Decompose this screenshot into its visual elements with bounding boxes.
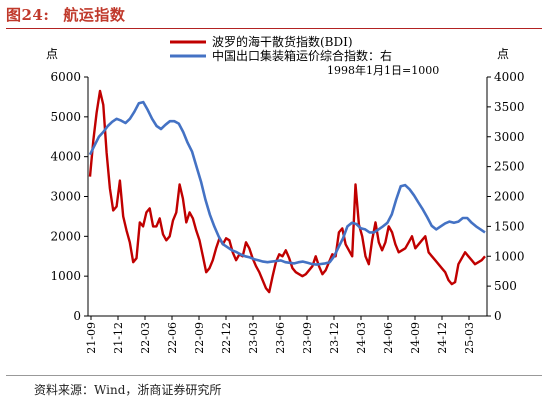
x-tick-label: 23-06	[274, 322, 287, 354]
right-tick-label: 1000	[494, 249, 525, 263]
left-tick-label: 5000	[50, 110, 81, 124]
x-tick-label: 22-09	[193, 322, 206, 354]
left-tick-label: 0	[73, 309, 81, 323]
legend-label-ccfi: 中国出口集装箱运价综合指数：右	[212, 48, 392, 63]
source-divider	[6, 375, 542, 376]
figure-title-text: 航运指数	[63, 6, 126, 24]
source-note: 资料来源：Wind，浙商证券研究所	[34, 383, 222, 397]
left-axis-unit: 点	[46, 47, 58, 61]
x-tick-label: 21-09	[85, 322, 98, 354]
x-tick-label: 24-03	[355, 322, 368, 354]
legend-note: 1998年1月1日=1000	[327, 63, 439, 77]
x-tick-label: 24-06	[382, 322, 395, 354]
right-tick-label: 3000	[494, 130, 525, 144]
x-tick-label: 22-06	[166, 322, 179, 354]
left-tick-label: 4000	[50, 150, 81, 164]
right-tick-label: 2000	[494, 190, 525, 204]
legend-label-bdi: 波罗的海干散货指数(BDI)	[212, 34, 353, 49]
x-tick-label: 23-09	[301, 322, 314, 354]
x-tick-label: 24-09	[409, 322, 422, 354]
title-divider	[6, 28, 542, 29]
right-tick-label: 0	[494, 309, 502, 323]
x-tick-label: 24-12	[436, 322, 449, 354]
right-tick-label: 3500	[494, 100, 525, 114]
right-axis-unit: 点	[497, 47, 509, 61]
right-tick-label: 2500	[494, 160, 525, 174]
left-tick-label: 6000	[50, 70, 81, 84]
x-tick-label: 21-12	[112, 322, 125, 354]
series-line-ccfi	[88, 100, 486, 266]
x-tick-label: 22-12	[220, 322, 233, 354]
series-line-bdi	[88, 89, 486, 294]
left-tick-label: 1000	[50, 269, 81, 283]
x-tick-label: 23-03	[247, 322, 260, 354]
figure-title: 图24: 航运指数	[6, 4, 125, 25]
x-tick-label: 25-03	[463, 322, 476, 354]
left-tick-label: 3000	[50, 190, 81, 204]
left-tick-label: 2000	[50, 229, 81, 243]
x-tick-label: 23-12	[328, 322, 341, 354]
right-tick-label: 1500	[494, 219, 525, 233]
right-tick-label: 500	[494, 279, 517, 293]
x-tick-label: 22-03	[139, 322, 152, 354]
figure-label: 图24:	[6, 6, 50, 24]
right-tick-label: 4000	[494, 70, 525, 84]
